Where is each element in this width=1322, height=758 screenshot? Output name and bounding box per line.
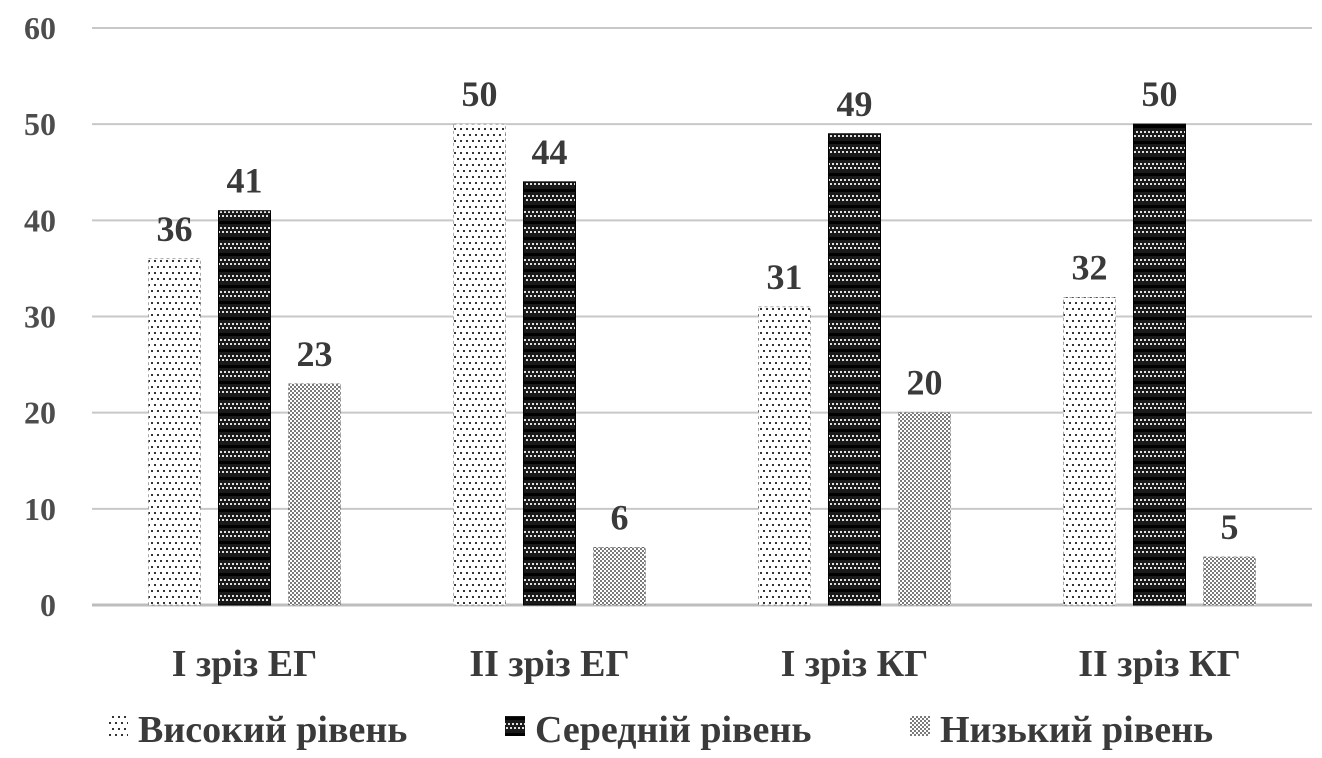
bar [288,383,341,606]
data-label: 20 [907,363,943,403]
x-tick-label: I зріз ЕГ [172,643,318,685]
x-tick-label: II зріз ЕГ [469,643,629,685]
legend-swatch [505,716,525,736]
bar [1133,123,1186,606]
legend-label: Високий рівень [138,709,407,751]
data-label: 50 [462,74,498,114]
bar [1063,297,1116,606]
y-tick-label: 40 [24,202,56,238]
y-tick-label: 0 [40,587,56,623]
y-tick-label: 50 [24,106,56,142]
bars [148,123,1256,606]
bar [453,123,506,606]
data-label: 5 [1221,507,1239,547]
gridlines [92,27,1312,607]
bar [218,210,271,606]
data-label: 23 [297,334,333,374]
data-label: 32 [1072,247,1108,287]
data-label: 36 [157,209,193,249]
legend-swatch [910,716,930,736]
bar [898,412,951,606]
data-label: 50 [1142,74,1178,114]
x-tick-label: II зріз КГ [1078,643,1241,685]
bar [523,181,576,606]
y-tick-label: 20 [24,395,56,431]
bar [148,258,201,606]
bar [758,306,811,606]
data-label: 6 [611,497,629,537]
y-tick-label: 30 [24,299,56,335]
data-label: 31 [767,257,803,297]
data-label: 41 [227,161,263,201]
data-label: 49 [837,84,873,124]
legend-swatch [108,716,128,736]
labels: 0 10 20 30 40 50 60 36 41 23 I зріз ЕГ 50 44 6 II зріз… [24,10,1241,685]
bar [828,133,881,606]
y-tick-label: 10 [24,491,56,527]
legend: Високий рівень Середній рівень Низький рів… [108,709,1213,751]
data-label: 44 [532,132,568,172]
x-tick-label: I зріз КГ [781,643,929,685]
bar [1203,556,1256,606]
y-tick-label: 60 [24,10,56,46]
bar [593,547,646,606]
legend-label: Низький рівень [940,709,1213,751]
legend-label: Середній рівень [535,709,811,751]
